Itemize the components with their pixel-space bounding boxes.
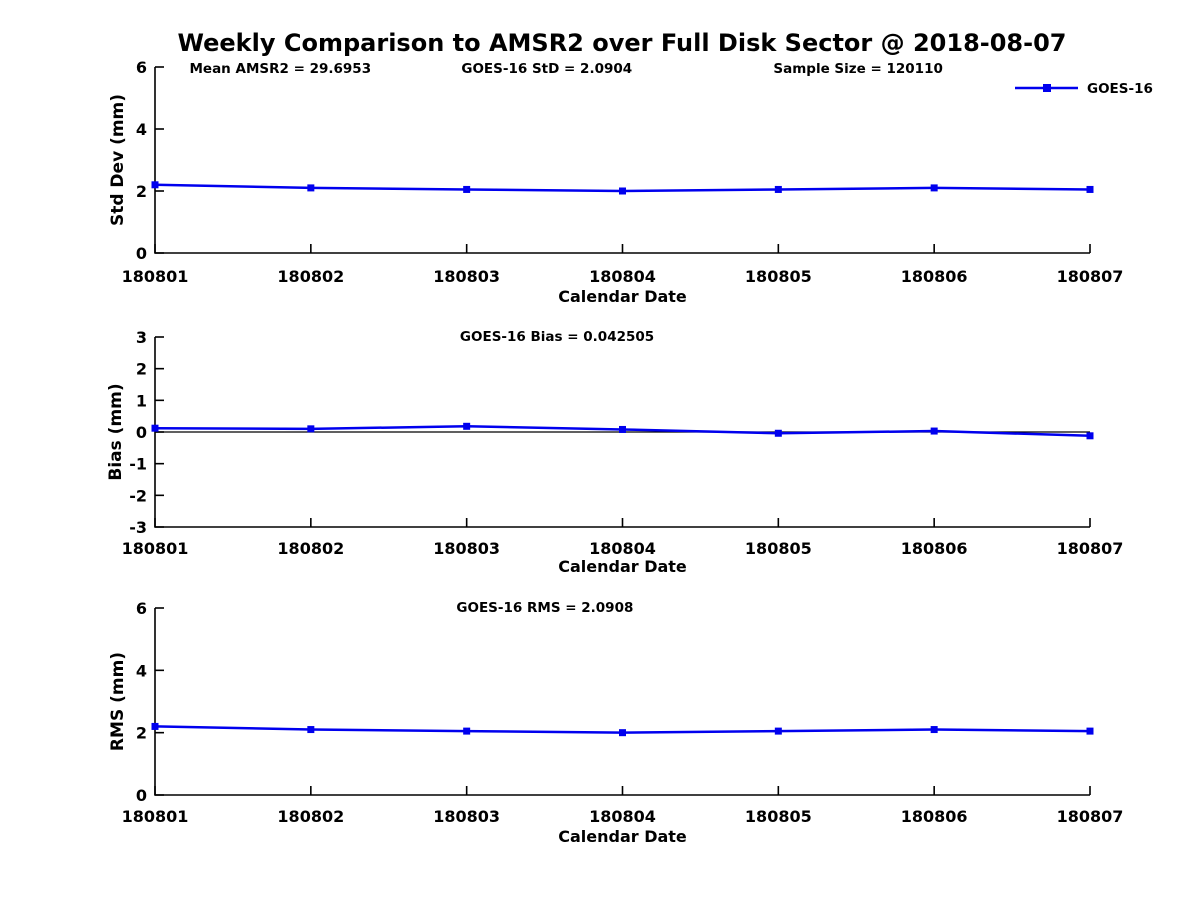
x-tick-label: 180805	[745, 267, 812, 286]
data-point-marker	[619, 187, 626, 195]
x-tick-label: 180802	[277, 807, 344, 826]
data-point-marker	[930, 427, 938, 435]
data-point-marker	[307, 425, 315, 433]
data-point-marker	[774, 727, 782, 735]
x-axis-label: Calendar Date	[558, 557, 687, 576]
x-tick-label: 180803	[433, 807, 500, 826]
y-tick-label: 2	[136, 724, 147, 743]
y-tick-label: -2	[129, 486, 147, 505]
x-axis-label: Calendar Date	[558, 827, 687, 846]
page-title: Weekly Comparison to AMSR2 over Full Dis…	[177, 29, 1067, 57]
y-tick-label: 3	[136, 328, 147, 347]
x-tick-label: 180805	[745, 539, 812, 558]
y-tick-label: 4	[136, 120, 147, 139]
y-tick-label: 1	[136, 391, 147, 410]
x-tick-label: 180805	[745, 807, 812, 826]
data-point-marker	[930, 726, 938, 734]
data-point-marker	[151, 424, 159, 432]
x-tick-label: 180801	[122, 267, 189, 286]
annotation-text: Mean AMSR2 = 29.6953	[189, 61, 371, 77]
x-tick-label: 180806	[901, 267, 968, 286]
data-point-marker	[1086, 185, 1094, 193]
data-point-marker	[307, 184, 315, 192]
data-point-marker	[1086, 432, 1094, 440]
data-point-marker	[307, 726, 315, 734]
y-tick-label: 6	[136, 58, 147, 77]
y-tick-label: 2	[136, 360, 147, 379]
x-tick-label: 180804	[589, 807, 656, 826]
x-tick-label: 180804	[589, 539, 656, 558]
y-tick-label: 0	[136, 423, 147, 442]
x-tick-label: 180801	[122, 539, 189, 558]
y-tick-label: 6	[136, 599, 147, 618]
y-tick-label: 4	[136, 661, 147, 680]
data-point-marker	[930, 184, 938, 192]
data-point-marker	[1086, 727, 1094, 735]
x-tick-label: 180807	[1057, 807, 1124, 826]
x-axis-label: Calendar Date	[558, 287, 687, 306]
x-tick-label: 180806	[901, 539, 968, 558]
y-axis-label: Bias (mm)	[106, 383, 126, 480]
y-tick-label: -3	[129, 518, 147, 537]
x-tick-label: 180807	[1057, 267, 1124, 286]
y-axis-label: Std Dev (mm)	[108, 94, 128, 226]
data-point-marker	[463, 185, 471, 193]
annotation-text: GOES-16 Bias = 0.042505	[460, 329, 654, 345]
annotation-text: Sample Size = 120110	[773, 61, 942, 77]
data-point-marker	[774, 185, 782, 193]
annotation-text: GOES-16 StD = 2.0904	[461, 61, 632, 77]
x-tick-label: 180802	[277, 539, 344, 558]
y-tick-label: 2	[136, 182, 147, 201]
data-point-marker	[619, 729, 626, 737]
axis-line	[154, 608, 1090, 796]
data-point-marker	[151, 722, 159, 730]
x-tick-label: 180802	[277, 267, 344, 286]
data-point-marker	[774, 429, 782, 437]
data-point-marker	[619, 425, 626, 433]
data-point-marker	[463, 727, 471, 735]
y-axis-label: RMS (mm)	[108, 652, 128, 751]
data-point-marker	[463, 422, 471, 430]
y-tick-label: 0	[136, 244, 147, 263]
x-tick-label: 180803	[433, 539, 500, 558]
x-tick-label: 180806	[901, 807, 968, 826]
data-point-marker	[151, 181, 159, 189]
y-tick-label: -1	[129, 455, 147, 474]
x-tick-label: 180804	[589, 267, 656, 286]
x-tick-label: 180807	[1057, 539, 1124, 558]
x-tick-label: 180803	[433, 267, 500, 286]
axis-line	[154, 67, 1090, 254]
annotation-text: GOES-16 RMS = 2.0908	[456, 600, 633, 616]
legend-marker	[1043, 84, 1051, 92]
legend-label: GOES-16	[1087, 81, 1153, 97]
x-tick-label: 180801	[122, 807, 189, 826]
y-tick-label: 0	[136, 786, 147, 805]
